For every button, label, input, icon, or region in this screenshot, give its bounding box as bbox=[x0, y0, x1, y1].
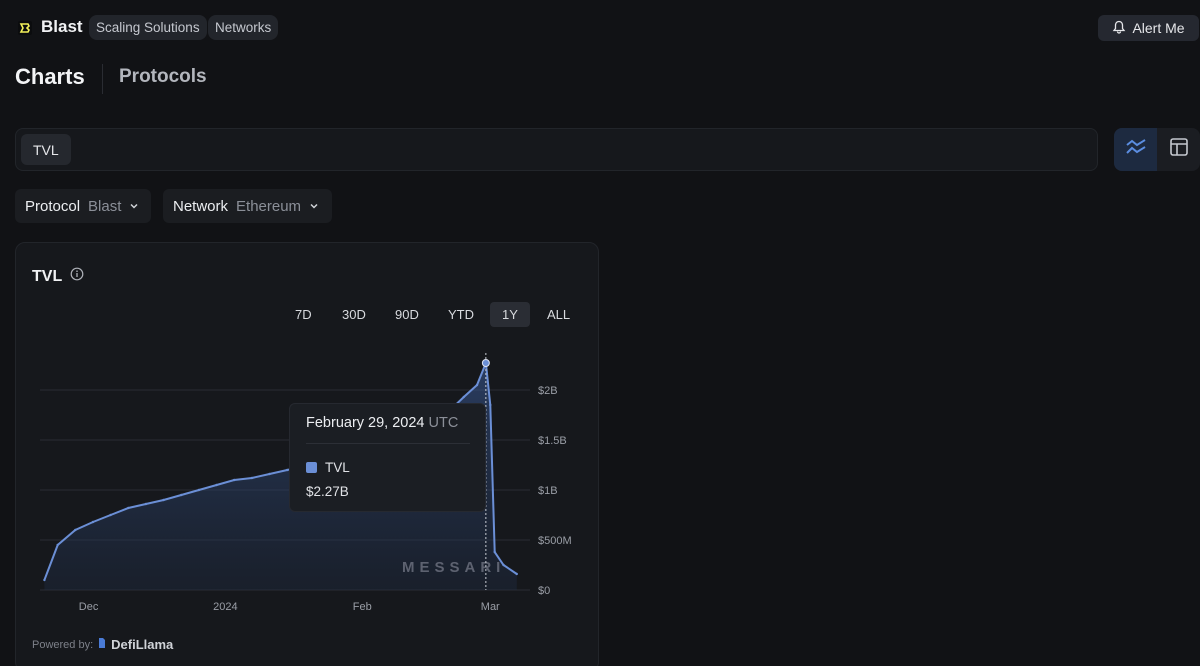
brand-name[interactable]: Blast bbox=[41, 17, 83, 36]
tvl-data-point bbox=[162, 498, 165, 502]
tooltip-series-swatch bbox=[306, 462, 317, 473]
network-filter[interactable]: Network Ethereum bbox=[163, 189, 332, 223]
x-tick-label: Feb bbox=[353, 601, 372, 613]
metric-selector-bar[interactable]: TVL bbox=[15, 128, 1098, 171]
range-30d[interactable]: 30D bbox=[342, 307, 366, 322]
tvl-data-point bbox=[91, 520, 95, 524]
blast-logo-icon bbox=[17, 20, 33, 36]
tvl-data-point bbox=[493, 550, 496, 554]
network-filter-value: Ethereum bbox=[236, 197, 302, 215]
tvl-area-fill bbox=[44, 363, 517, 590]
y-tick-label: $1B bbox=[538, 485, 558, 497]
metric-chip-tvl[interactable]: TVL bbox=[21, 134, 71, 165]
tvl-data-point bbox=[197, 488, 201, 492]
pill-networks[interactable]: Networks bbox=[208, 15, 279, 40]
tvl-data-point bbox=[109, 513, 112, 517]
tvl-data-point bbox=[502, 563, 505, 567]
chart-title-label: TVL bbox=[32, 267, 63, 285]
chart-tooltip: February 29, 2024 UTC TVL $2.27B bbox=[289, 403, 486, 512]
alert-me-label: Alert Me bbox=[1132, 20, 1185, 36]
tab-divider bbox=[102, 64, 103, 94]
tooltip-value: $2.27B bbox=[306, 484, 349, 499]
y-tick-label: $0 bbox=[538, 585, 550, 597]
tooltip-divider bbox=[306, 443, 470, 444]
chart-view-icon bbox=[1125, 138, 1147, 161]
protocol-filter[interactable]: Protocol Blast bbox=[15, 189, 151, 223]
powered-by-label: Powered by: bbox=[32, 638, 94, 651]
powered-by-brand[interactable]: DefiLlama bbox=[111, 637, 174, 652]
top-bar: Blast Scaling Solutions Networks Alert M… bbox=[0, 0, 1200, 55]
y-tick-label: $2B bbox=[538, 385, 558, 397]
pill-scaling-solutions[interactable]: Scaling Solutions bbox=[89, 15, 207, 40]
tvl-data-point bbox=[462, 395, 465, 399]
bell-icon bbox=[1112, 20, 1126, 37]
tvl-data-point bbox=[489, 403, 492, 407]
range-7d[interactable]: 7D bbox=[295, 307, 312, 322]
tab-protocols[interactable]: Protocols bbox=[119, 66, 207, 87]
tvl-data-point bbox=[127, 506, 130, 510]
chevron-down-icon bbox=[309, 198, 319, 215]
tooltip-series: TVL bbox=[306, 460, 350, 475]
tvl-data-point bbox=[215, 483, 218, 487]
tvl-data-point bbox=[250, 476, 254, 480]
tab-charts[interactable]: Charts bbox=[15, 64, 85, 89]
messari-watermark: MESSARI bbox=[402, 559, 505, 576]
range-all[interactable]: ALL bbox=[547, 307, 571, 322]
tooltip-date-text: February 29, 2024 bbox=[306, 415, 425, 431]
x-tick-label: 2024 bbox=[213, 601, 237, 613]
range-1y[interactable]: 1Y bbox=[490, 302, 530, 327]
protocol-filter-value: Blast bbox=[88, 197, 122, 215]
chart-title: TVL bbox=[32, 267, 84, 286]
y-tick-label: $1.5B bbox=[538, 435, 567, 447]
range-ytd[interactable]: YTD bbox=[448, 307, 474, 322]
protocol-filter-key: Protocol bbox=[25, 197, 81, 215]
tooltip-date: February 29, 2024 UTC bbox=[306, 415, 458, 431]
tooltip-series-name: TVL bbox=[325, 460, 350, 475]
hover-point bbox=[481, 359, 490, 367]
tvl-data-point bbox=[180, 493, 183, 497]
table-view-button[interactable] bbox=[1157, 128, 1200, 171]
tvl-data-point bbox=[56, 543, 59, 547]
network-filter-key: Network bbox=[173, 197, 229, 215]
tvl-data-point bbox=[286, 468, 289, 472]
tvl-data-point bbox=[475, 383, 479, 387]
range-90d[interactable]: 90D bbox=[395, 307, 419, 322]
view-toggle bbox=[1114, 128, 1200, 171]
table-view-icon bbox=[1169, 137, 1189, 162]
chevron-down-icon bbox=[129, 198, 139, 215]
tvl-data-point bbox=[74, 528, 77, 532]
tvl-data-point bbox=[233, 478, 236, 482]
y-tick-label: $500M bbox=[538, 535, 572, 547]
tvl-data-point bbox=[268, 472, 271, 476]
tvl-data-point bbox=[43, 578, 46, 582]
tooltip-timezone: UTC bbox=[428, 415, 459, 431]
info-icon[interactable] bbox=[70, 267, 84, 286]
x-tick-label: Dec bbox=[79, 601, 99, 613]
tvl-data-point bbox=[144, 502, 148, 506]
tvl-data-point bbox=[515, 572, 518, 576]
alert-me-button[interactable]: Alert Me bbox=[1098, 15, 1199, 41]
powered-by: Powered by: DefiLlama bbox=[32, 637, 173, 652]
chart-view-button[interactable] bbox=[1114, 128, 1157, 171]
defillama-logo-icon bbox=[97, 637, 107, 652]
x-tick-label: Mar bbox=[481, 601, 500, 613]
